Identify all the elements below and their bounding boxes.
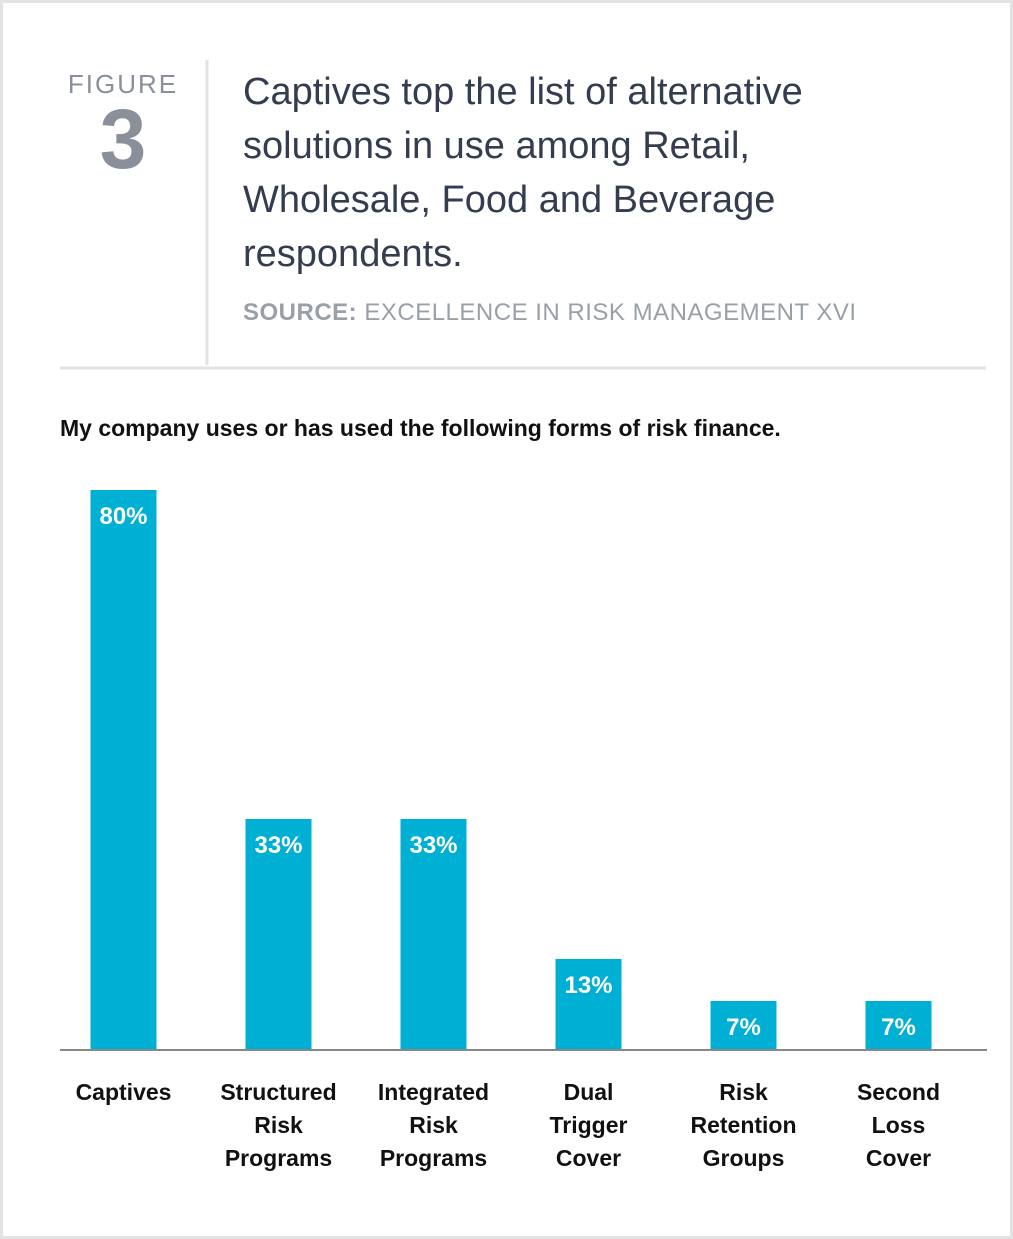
chart: 80% 33% 33% 13% 7% 7%	[60, 60, 987, 1051]
x-tick-label: Risk Retention Groups	[690, 1079, 797, 1171]
bar	[245, 819, 312, 1050]
bar	[400, 819, 467, 1050]
bar	[865, 1001, 932, 1050]
value-label: 33%	[409, 832, 457, 859]
bar	[90, 490, 157, 1050]
title: Captives top the list of alternative sol…	[243, 71, 803, 275]
x-tick-label: Structured Risk Programs	[220, 1079, 337, 1171]
source: SOURCE: EXCELLENCE IN RISK MANAGEMENT XV…	[243, 299, 857, 327]
x-tick-label: Integrated Risk Programs	[377, 1079, 490, 1171]
source-label: SOURCE:	[243, 299, 358, 326]
x-tick-label: Dual Trigger Cover	[549, 1079, 628, 1171]
value-label: 13%	[564, 972, 612, 999]
figure-label: FIGURE	[67, 69, 179, 99]
x-tick-label: Second Loss Cover	[856, 1079, 941, 1171]
value-label: 7%	[726, 1014, 761, 1041]
x-tick-label: Captives	[75, 1079, 172, 1105]
figure-number: 3	[99, 92, 147, 186]
value-label: 7%	[881, 1014, 916, 1041]
value-label: 80%	[99, 503, 147, 530]
bar	[710, 1001, 777, 1050]
bar	[555, 959, 622, 1050]
chart-subtitle: My company uses or has used the followin…	[60, 415, 781, 441]
value-label: 33%	[254, 832, 302, 859]
source-text: EXCELLENCE IN RISK MANAGEMENT XVI	[364, 299, 857, 326]
